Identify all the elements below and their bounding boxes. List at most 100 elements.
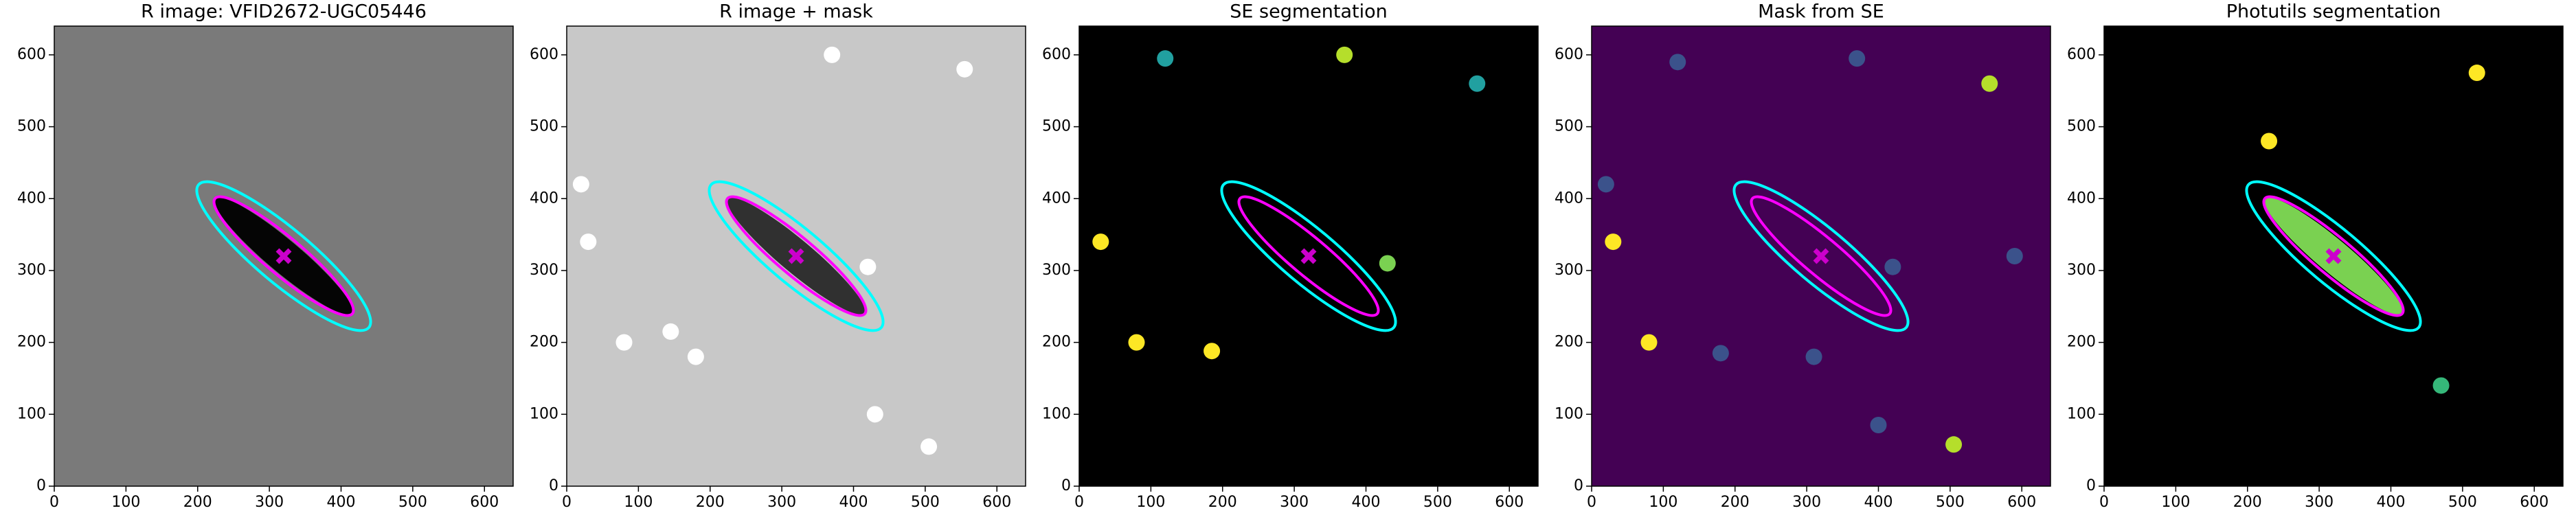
aperture-ellipse bbox=[212, 195, 355, 317]
source-blob bbox=[1849, 50, 1866, 67]
plot-area bbox=[54, 26, 513, 486]
y-tick-label: 400 bbox=[2067, 190, 2096, 207]
source-blob bbox=[1884, 258, 1901, 275]
y-tick-label: 400 bbox=[1555, 190, 1583, 207]
center-marker bbox=[275, 248, 292, 264]
source-blob bbox=[859, 258, 877, 275]
center-marker bbox=[1813, 248, 1829, 264]
x-tick-label: 600 bbox=[470, 494, 499, 511]
x-tick-label: 400 bbox=[327, 494, 356, 511]
y-tick-label: 600 bbox=[1042, 46, 1071, 63]
x-tick-label: 200 bbox=[183, 494, 212, 511]
x-tick-label: 0 bbox=[562, 494, 572, 511]
axes-frame bbox=[2103, 25, 2564, 487]
center-marker bbox=[2325, 248, 2342, 264]
source-blob bbox=[1204, 343, 1221, 360]
x-tick-label: 500 bbox=[911, 494, 940, 511]
y-tick-label: 100 bbox=[17, 405, 46, 422]
y-tick-label: 300 bbox=[1042, 262, 1071, 279]
y-tick-label: 400 bbox=[1042, 190, 1071, 207]
plot-area bbox=[1592, 26, 2050, 486]
source-blob bbox=[2468, 65, 2485, 82]
x-tick-label: 300 bbox=[2305, 494, 2334, 511]
source-blob bbox=[1945, 436, 1963, 453]
y-tick-label: 200 bbox=[2067, 334, 2096, 351]
y-tick-label: 300 bbox=[1555, 262, 1583, 279]
source-blob bbox=[1870, 417, 1887, 434]
axes-frame bbox=[1078, 25, 1539, 487]
source-blob bbox=[1597, 176, 1614, 193]
center-marker bbox=[788, 248, 804, 264]
y-tick-label: 500 bbox=[17, 118, 46, 135]
source-blob bbox=[1092, 233, 1109, 251]
aperture-ellipse bbox=[1220, 180, 1397, 332]
y-tick-label: 600 bbox=[530, 46, 558, 63]
panel-title: R image: VFID2672-UGC05446 bbox=[141, 1, 427, 23]
source-blob bbox=[1157, 50, 1174, 67]
y-tick-label: 100 bbox=[1042, 405, 1071, 422]
y-tick-label: 0 bbox=[549, 477, 558, 494]
x-tick-label: 300 bbox=[1792, 494, 1821, 511]
source-blob bbox=[1981, 75, 1998, 92]
x-tick-label: 200 bbox=[1721, 494, 1750, 511]
y-tick-label: 300 bbox=[17, 262, 46, 279]
aperture-ellipse bbox=[708, 180, 885, 332]
y-tick-label: 200 bbox=[1555, 334, 1583, 351]
y-tick-label: 400 bbox=[530, 190, 558, 207]
y-tick-label: 100 bbox=[530, 405, 558, 422]
y-tick-label: 500 bbox=[2067, 118, 2096, 135]
aperture-ellipse bbox=[195, 180, 372, 332]
x-tick-label: 200 bbox=[2233, 494, 2262, 511]
y-tick-label: 0 bbox=[1061, 477, 1071, 494]
y-tick-label: 100 bbox=[1555, 405, 1583, 422]
x-tick-label: 400 bbox=[2377, 494, 2406, 511]
x-tick-label: 400 bbox=[1864, 494, 1893, 511]
source-blob bbox=[572, 176, 589, 193]
axes-frame bbox=[54, 25, 514, 487]
x-tick-label: 600 bbox=[2520, 494, 2549, 511]
x-tick-label: 400 bbox=[839, 494, 868, 511]
x-tick-label: 0 bbox=[1074, 494, 1084, 511]
source-blob bbox=[662, 323, 679, 340]
plot-area bbox=[2104, 26, 2563, 486]
x-tick-label: 500 bbox=[1423, 494, 1452, 511]
source-blob bbox=[1669, 54, 1686, 71]
source-blob bbox=[1805, 348, 1822, 365]
source-blob bbox=[687, 348, 704, 365]
x-tick-label: 300 bbox=[255, 494, 284, 511]
source-blob bbox=[1128, 334, 1145, 351]
source-blob bbox=[920, 438, 938, 455]
x-tick-label: 100 bbox=[2161, 494, 2190, 511]
source-blob bbox=[824, 46, 841, 63]
y-tick-label: 500 bbox=[530, 118, 558, 135]
aperture-ellipse bbox=[1237, 195, 1380, 317]
aperture-ellipse bbox=[725, 195, 868, 317]
x-tick-label: 300 bbox=[767, 494, 796, 511]
y-tick-label: 300 bbox=[2067, 262, 2096, 279]
source-blob bbox=[2432, 377, 2450, 394]
aperture-ellipse bbox=[2262, 195, 2405, 317]
source-blob bbox=[1379, 255, 1396, 272]
source-blob bbox=[1712, 345, 1729, 362]
x-tick-label: 100 bbox=[111, 494, 140, 511]
x-tick-label: 0 bbox=[49, 494, 59, 511]
x-tick-label: 300 bbox=[1280, 494, 1309, 511]
y-tick-label: 600 bbox=[1555, 46, 1583, 63]
center-marker bbox=[1300, 248, 1317, 264]
y-tick-label: 0 bbox=[2086, 477, 2096, 494]
x-tick-label: 100 bbox=[1136, 494, 1165, 511]
panel-title: SE segmentation bbox=[1230, 1, 1387, 23]
source-blob bbox=[1469, 75, 1486, 92]
panel-title: R image + mask bbox=[719, 1, 873, 23]
x-tick-label: 0 bbox=[2099, 494, 2109, 511]
y-tick-label: 0 bbox=[1574, 477, 1583, 494]
y-tick-label: 100 bbox=[2067, 405, 2096, 422]
y-tick-label: 500 bbox=[1042, 118, 1071, 135]
panel-title: Mask from SE bbox=[1758, 1, 1884, 23]
x-tick-label: 0 bbox=[1587, 494, 1596, 511]
y-tick-label: 200 bbox=[1042, 334, 1071, 351]
x-tick-label: 500 bbox=[1936, 494, 1965, 511]
source-blob bbox=[866, 406, 883, 423]
y-tick-label: 200 bbox=[530, 334, 558, 351]
y-tick-label: 0 bbox=[36, 477, 46, 494]
